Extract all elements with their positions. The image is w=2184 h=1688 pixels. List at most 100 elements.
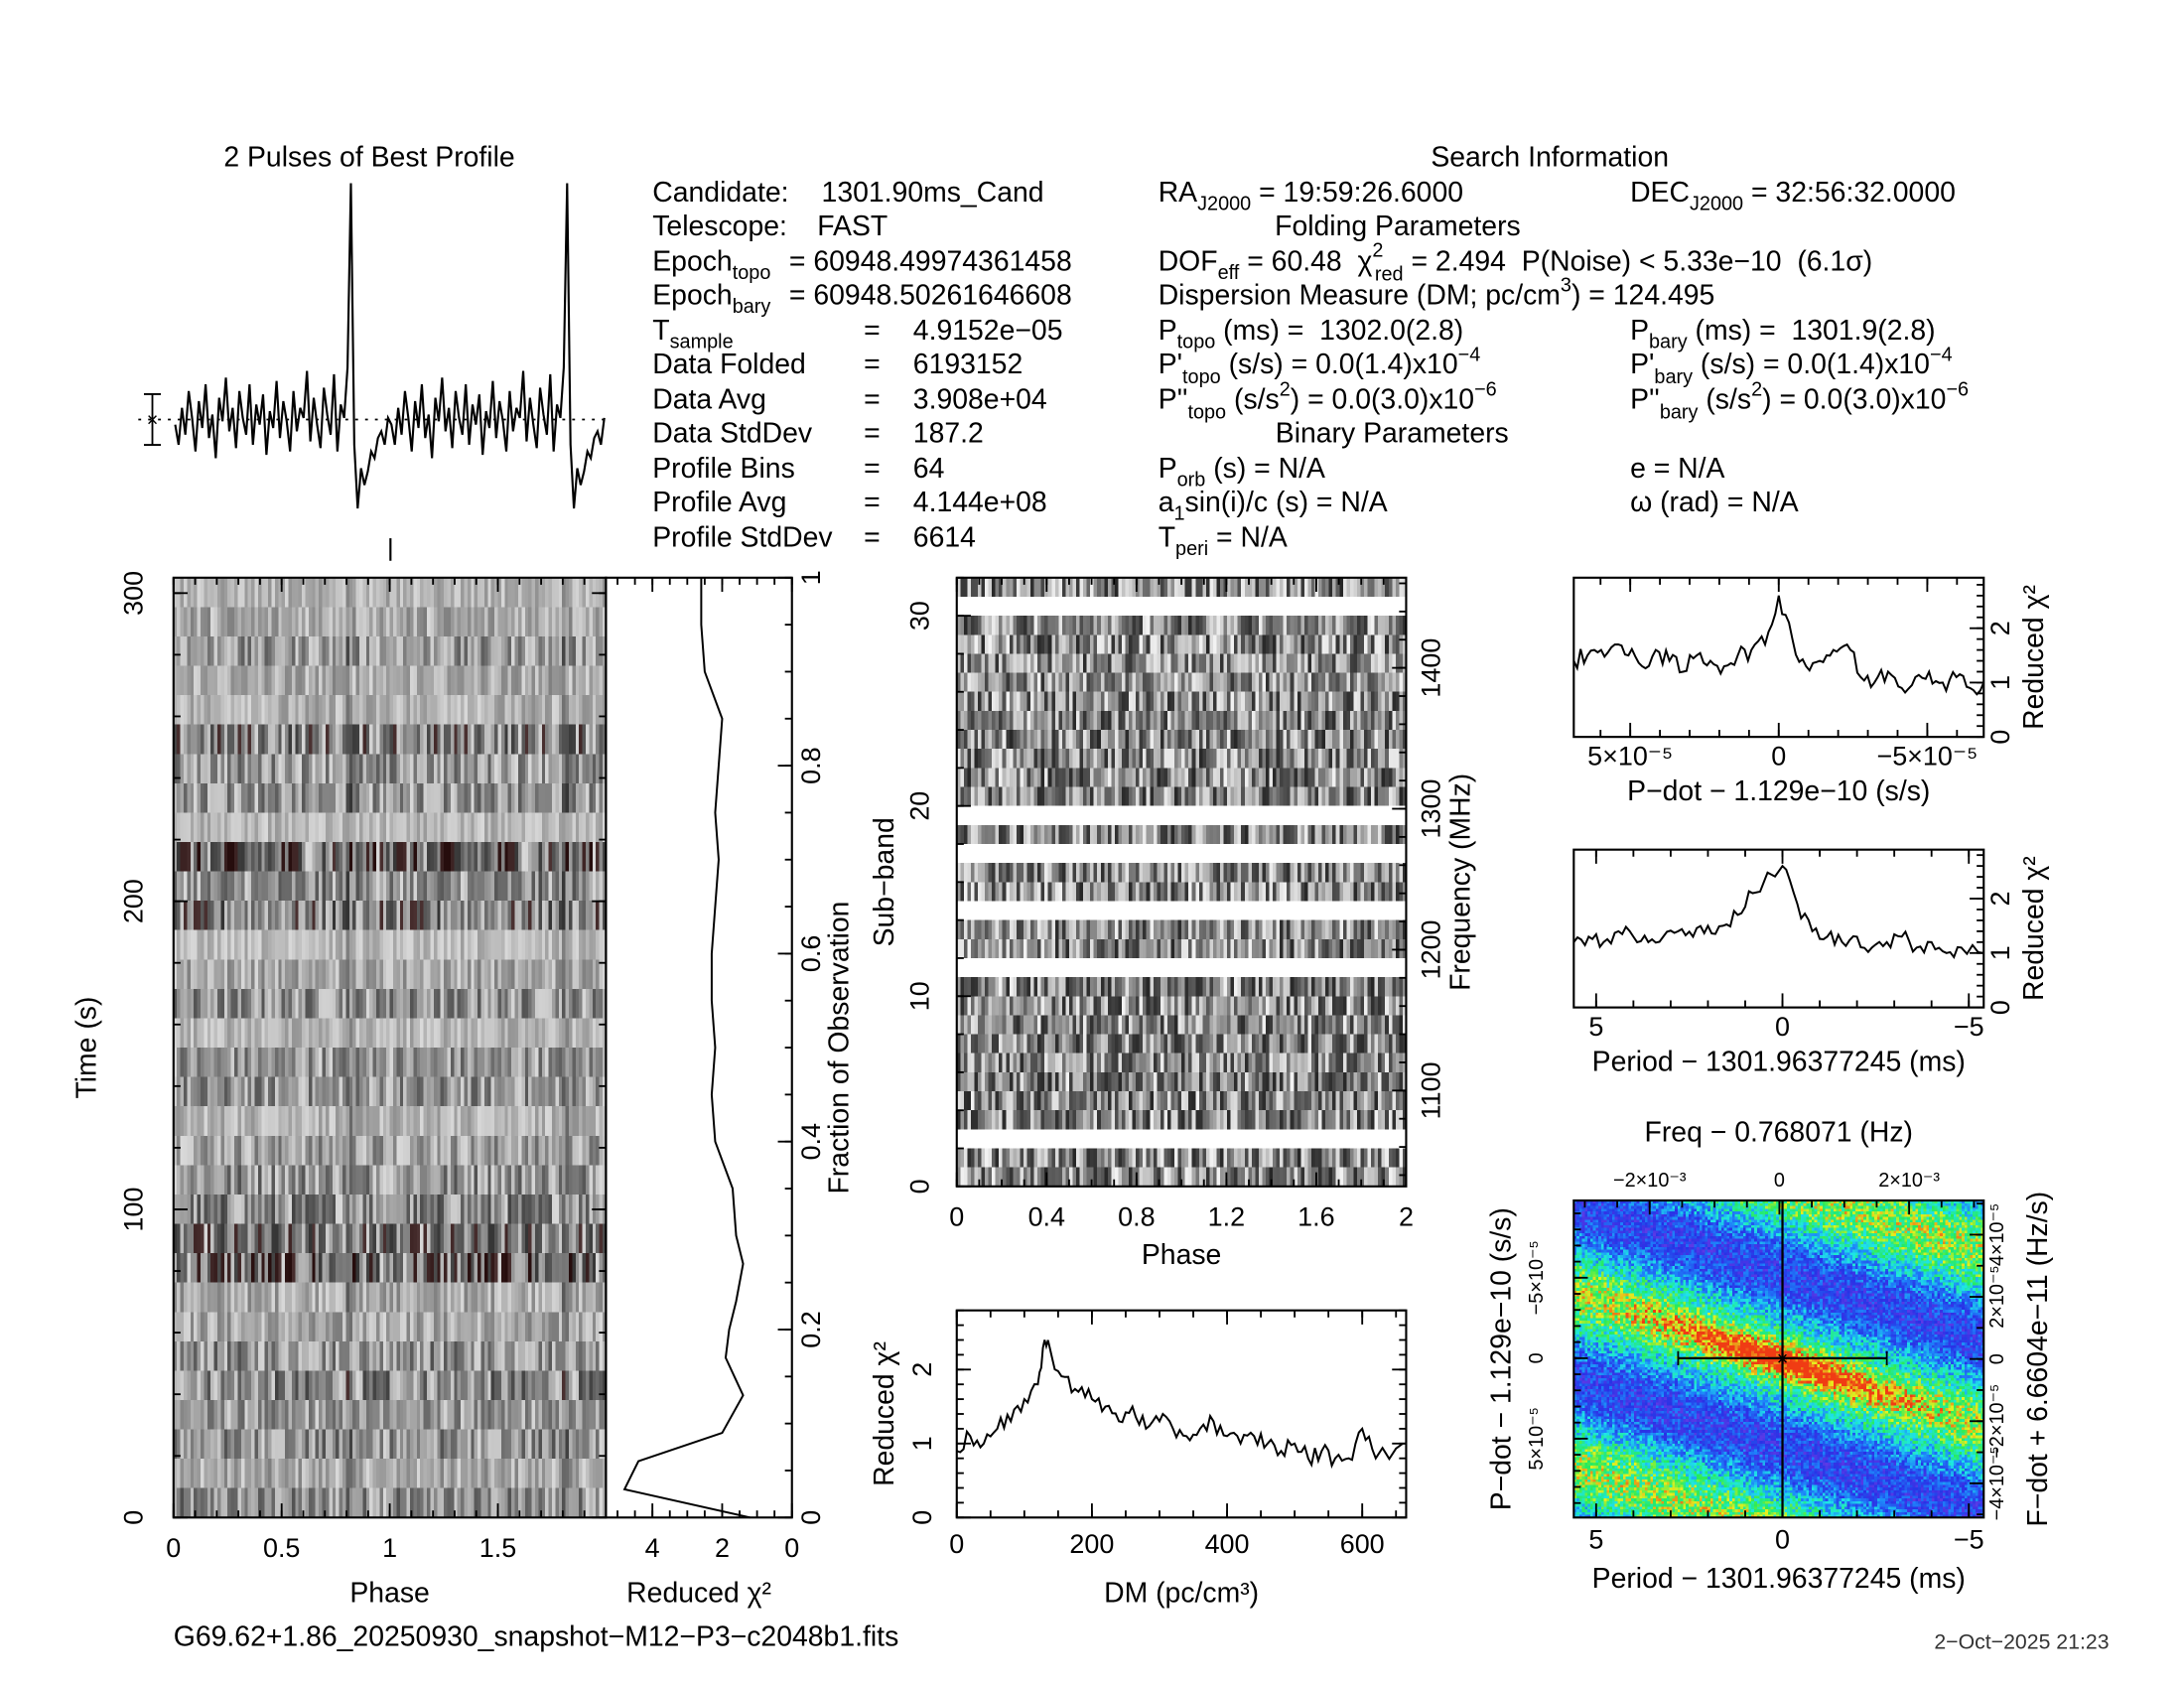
timephase-y-tick-label: 100 <box>119 1187 149 1231</box>
period-x-tick-label: 5 <box>1588 1012 1603 1042</box>
info-row-equals: = <box>864 384 881 416</box>
dof-chi2: DOFeff = 60.48 χ2 red = 2.494 P(Noise) < … <box>1159 239 1873 285</box>
subband-y2-tick-label: 1200 <box>1417 919 1446 979</box>
subband-x-label: Phase <box>1142 1239 1221 1271</box>
timephase-x-tick-label: 1.5 <box>479 1533 516 1563</box>
pdot-x-tick-label: 0 <box>1771 742 1786 772</box>
ppdot-y2-tick-label: 0 <box>1986 1353 2008 1364</box>
subband-y-tick-label: 0 <box>904 1179 934 1194</box>
subband-y-tick-label: 20 <box>904 791 934 821</box>
info-row-equals: = <box>864 522 881 554</box>
info-row-value: 64 <box>913 453 945 485</box>
chi2time-y2-tick-label: 0.6 <box>796 935 826 972</box>
ppdot-y-tick-label: −5×10⁻⁵ <box>1526 1240 1548 1315</box>
pdot-x-tick-label: −5×10⁻⁵ <box>1876 742 1978 772</box>
info-row-equals: = <box>864 349 881 380</box>
info-row-equals: = <box>864 315 881 347</box>
dm-x-tick-label: 200 <box>1069 1529 1114 1559</box>
ppdot-y2-tick-label: 2×10⁻⁵ <box>1986 1265 2008 1328</box>
subband-x-tick-label: 1.6 <box>1297 1202 1334 1232</box>
period-y2-tick-label: 2 <box>1985 891 2015 906</box>
info-row-equals: = <box>864 453 881 485</box>
period-x-tick-label: 0 <box>1775 1012 1790 1042</box>
dm-x-tick-label: 400 <box>1205 1529 1250 1559</box>
info-row-label: Epochbary <box>652 280 770 319</box>
profile-title: 2 Pulses of Best Profile <box>223 141 514 173</box>
pdot-y2-label: Reduced χ² <box>2018 585 2050 730</box>
subband-y-tick-label: 30 <box>904 601 934 631</box>
fits-filename: G69.62+1.86_20250930_snapshot−M12−P3−c20… <box>174 1620 898 1652</box>
timephase-y-label: Time (s) <box>71 997 103 1099</box>
folding-params-title: Folding Parameters <box>1275 211 1521 242</box>
info-row-value: 1301.90ms_Cand <box>822 177 1044 209</box>
dm-y-tick-label: 0 <box>907 1510 937 1525</box>
info-row-equals: = <box>864 487 881 518</box>
subband-x-tick-label: 2 <box>1399 1202 1414 1232</box>
period-x-label: Period − 1301.96377245 (ms) <box>1592 1046 1966 1077</box>
info-row-label: Candidate: <box>652 177 788 209</box>
info-row-label: Profile StdDev <box>652 522 833 554</box>
pdot-x-tick-label: 5×10⁻⁵ <box>1587 742 1673 772</box>
info-row-value: 4.9152e−05 <box>913 315 1063 347</box>
profile-curve <box>174 183 606 509</box>
candidate-info-column: Candidate: 1301.90ms_Cand Telescope: FAST Ep… <box>652 177 1071 554</box>
timephase-y-tick-label: 300 <box>119 571 149 616</box>
t-peri: Tperi = N/A <box>1159 522 1288 561</box>
chi2time-y2-tick-label: 0.8 <box>796 747 826 783</box>
best-fit-marker: × <box>1777 1348 1789 1370</box>
subband-y2-tick-label: 1400 <box>1417 638 1446 698</box>
info-row-label: Tsample <box>652 315 733 353</box>
ra: RAJ2000 = 19:59:26.6000 <box>1159 177 1463 215</box>
dispersion-measure: Dispersion Measure (DM; pc/cm3) = 124.49… <box>1159 275 1715 312</box>
dec: DECJ2000 = 32:56:32.0000 <box>1630 177 1956 215</box>
info-row-value: 187.2 <box>913 418 984 450</box>
info-row-value: = 60948.50261646608 <box>789 280 1072 312</box>
ppdot-x2-tick-label: 0 <box>1774 1170 1785 1192</box>
plot-date: 2−Oct−2025 21:23 <box>1934 1629 2109 1653</box>
pdot-y2-tick-label: 1 <box>1985 675 2015 690</box>
ppdot-x-label: Period − 1301.96377245 (ms) <box>1592 1563 1966 1595</box>
eccentricity: e = N/A <box>1630 453 1724 485</box>
info-row-label: Data Avg <box>652 384 766 416</box>
timephase-y-tick-label: 200 <box>119 879 149 923</box>
pddot-bary: P''bary (s/s2) = 0.0(3.0)x10−6 <box>1630 379 1969 424</box>
ppdot-x2-tick-label: 2×10⁻³ <box>1878 1170 1940 1192</box>
dm-y-tick-label: 2 <box>907 1362 937 1377</box>
dm-y-tick-label: 1 <box>907 1436 937 1451</box>
p-topo: Ptopo (ms) = 1302.0(2.8) <box>1159 315 1464 353</box>
dm-x-label: DM (pc/cm³) <box>1104 1577 1259 1609</box>
subband-image <box>956 577 1407 1187</box>
subband-x-tick-label: 0.8 <box>1118 1202 1155 1232</box>
period-y2-tick-label: 1 <box>1985 945 2015 960</box>
info-row-label: Profile Bins <box>652 453 795 485</box>
info-row-label: Data Folded <box>652 349 806 380</box>
subband-x-tick-label: 0.4 <box>1028 1202 1065 1232</box>
info-row-value: = 60948.49974361458 <box>789 245 1072 277</box>
pdot-y2-tick-label: 2 <box>1985 621 2015 635</box>
ppdot-y-tick-label: 5×10⁻⁵ <box>1526 1407 1548 1470</box>
subband-x-tick-label: 0 <box>949 1202 964 1232</box>
info-row-label: Telescope: <box>652 211 787 242</box>
timephase-x-tick-label: 1 <box>382 1533 397 1563</box>
period-y2-label: Reduced χ² <box>2018 856 2050 1001</box>
ppdot-y2-tick-label: 4×10⁻⁵ <box>1986 1203 2008 1266</box>
info-row-value: FAST <box>817 211 887 242</box>
search-information: Search Information Folding Parameters Bi… <box>652 141 1969 560</box>
dm-chi2-curve <box>956 1339 1404 1470</box>
a1-sini: a1sin(i)/c (s) = N/A <box>1159 487 1388 525</box>
ppdot-x2-tick-label: −2×10⁻³ <box>1613 1170 1687 1192</box>
chi2time-y2-tick-label: 0 <box>796 1510 826 1525</box>
info-row-value: 6614 <box>913 522 976 554</box>
ppdot-y-label: P−dot − 1.129e−10 (s/s) <box>1485 1207 1517 1510</box>
chi2time-x-tick-label: 2 <box>715 1533 730 1563</box>
pdot-x-label: P−dot − 1.129e−10 (s/s) <box>1627 775 1930 807</box>
timephase-x-tick-label: 0 <box>166 1533 181 1563</box>
chi2-vs-time-curve <box>622 577 751 1519</box>
dm-x-tick-label: 600 <box>1340 1529 1385 1559</box>
chi2time-y2-tick-label: 0.4 <box>796 1123 826 1160</box>
ppdot-x2-label: Freq − 0.768071 (Hz) <box>1645 1116 1914 1148</box>
info-row-label: Epochtopo <box>652 245 770 284</box>
search-info-title: Search Information <box>1431 141 1669 173</box>
